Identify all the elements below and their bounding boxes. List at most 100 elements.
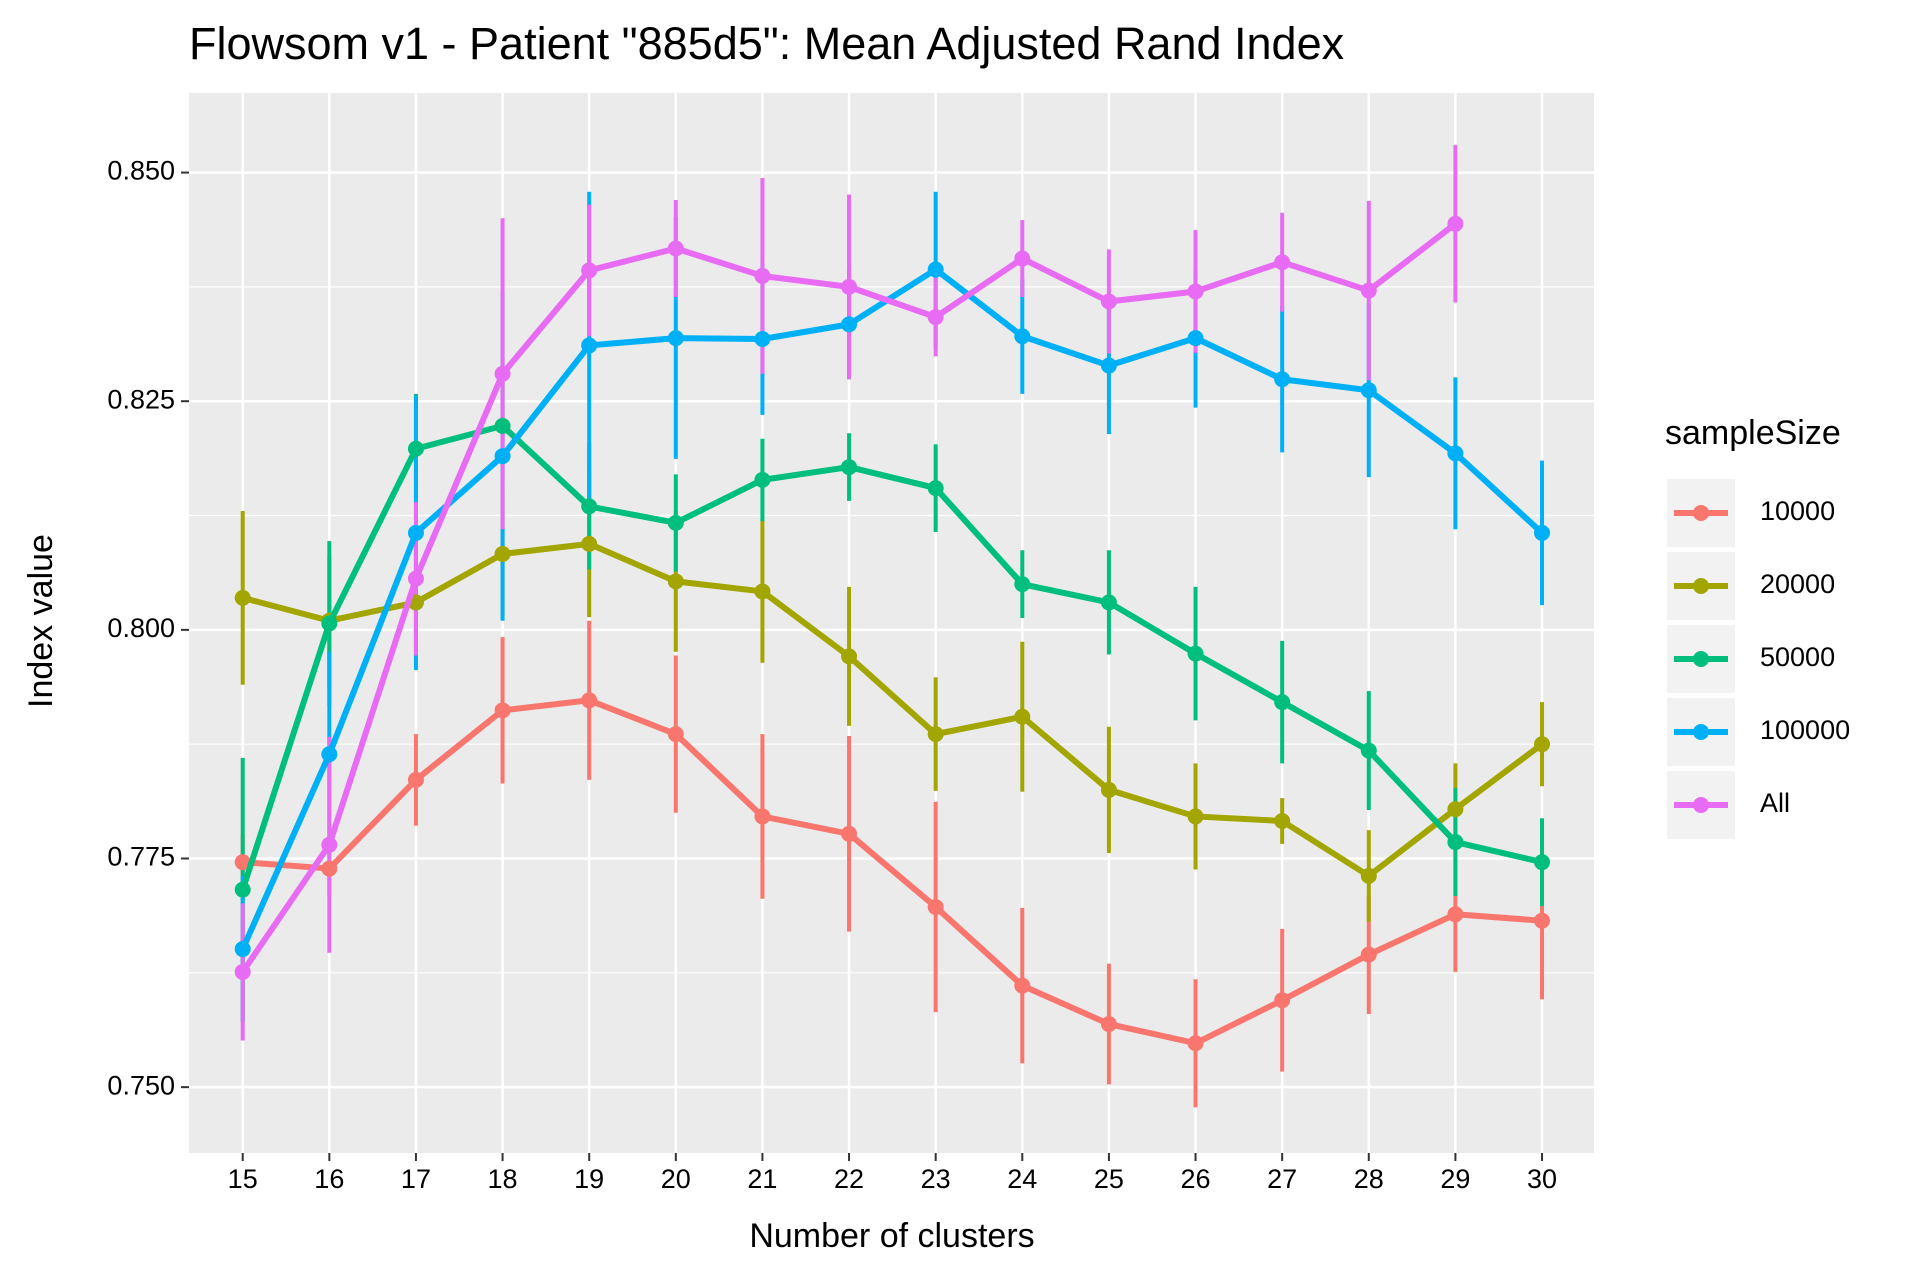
- data-point: [1100, 781, 1117, 798]
- data-point: [1100, 357, 1117, 374]
- series-line: [239, 266, 1545, 951]
- data-point: [754, 267, 771, 284]
- data-point: [407, 570, 424, 587]
- x-tick-label: 23: [921, 1164, 951, 1194]
- x-tick-label: 28: [1354, 1164, 1384, 1194]
- data-point: [494, 417, 511, 434]
- x-tick-label: 17: [401, 1164, 431, 1194]
- data-point: [1014, 250, 1031, 267]
- data-point: [1274, 254, 1291, 271]
- data-point: [1274, 694, 1291, 711]
- legend-title: sampleSize: [1665, 414, 1841, 452]
- data-point: [1534, 854, 1551, 871]
- x-tick-label: 26: [1181, 1164, 1211, 1194]
- data-point: [1360, 742, 1377, 759]
- data-point: [667, 726, 684, 743]
- data-point: [1100, 594, 1117, 611]
- legend-label: 50000: [1760, 642, 1835, 672]
- data-point: [754, 583, 771, 600]
- series-line: [242, 697, 1543, 1047]
- data-point: [1274, 992, 1291, 1009]
- legend-label: 20000: [1760, 569, 1835, 599]
- data-point: [754, 808, 771, 825]
- data-point: [1534, 524, 1551, 541]
- data-point: [1100, 293, 1117, 310]
- legend-swatch-point: [1693, 505, 1709, 521]
- y-tick-label: 0.850: [107, 156, 175, 186]
- data-point: [841, 459, 858, 476]
- data-point: [321, 860, 338, 877]
- data-point: [1360, 946, 1377, 963]
- data-point: [494, 365, 511, 382]
- data-point: [234, 963, 251, 980]
- data-point: [1187, 808, 1204, 825]
- data-point: [1014, 576, 1031, 593]
- data-point: [667, 514, 684, 531]
- data-point: [1014, 977, 1031, 994]
- data-point: [1534, 912, 1551, 929]
- data-point: [1447, 445, 1464, 462]
- legend-swatch-point: [1693, 578, 1709, 594]
- data-point: [667, 573, 684, 590]
- chart-title: Flowsom v1 - Patient "885d5": Mean Adjus…: [189, 18, 1345, 69]
- y-tick-label: 0.825: [107, 384, 175, 414]
- data-point: [494, 702, 511, 719]
- x-axis-label: Number of clusters: [749, 1217, 1034, 1255]
- data-point: [407, 771, 424, 788]
- legend-label: All: [1760, 788, 1790, 818]
- data-point: [841, 278, 858, 295]
- legend-swatch-point: [1693, 651, 1709, 667]
- legend-swatch-point: [1693, 797, 1709, 813]
- data-point: [494, 545, 511, 562]
- data-point: [927, 261, 944, 278]
- data-point: [581, 498, 598, 515]
- data-point: [841, 648, 858, 665]
- data-point: [321, 836, 338, 853]
- data-point: [1014, 708, 1031, 725]
- data-point: [1014, 328, 1031, 345]
- plot-panel: [189, 93, 1594, 1153]
- x-tick-label: 29: [1440, 1164, 1470, 1194]
- data-point: [234, 881, 251, 898]
- series-line: [239, 422, 1543, 891]
- data-point: [407, 524, 424, 541]
- x-tick-label: 25: [1094, 1164, 1124, 1194]
- data-point: [1360, 867, 1377, 884]
- data-point: [927, 898, 944, 915]
- legend-swatch-point: [1693, 724, 1709, 740]
- data-point: [1360, 382, 1377, 399]
- x-tick-label: 20: [661, 1164, 691, 1194]
- data-point: [321, 746, 338, 763]
- data-point: [1187, 330, 1204, 347]
- data-point: [1360, 282, 1377, 299]
- data-point: [1447, 801, 1464, 818]
- legend-label: 10000: [1760, 496, 1835, 526]
- y-tick-label: 0.800: [107, 613, 175, 643]
- data-point: [1447, 906, 1464, 923]
- x-tick-label: 22: [834, 1164, 864, 1194]
- data-point: [494, 448, 511, 465]
- data-point: [1274, 371, 1291, 388]
- x-tick-label: 21: [747, 1164, 777, 1194]
- data-point: [234, 589, 251, 606]
- x-tick-label: 18: [488, 1164, 518, 1194]
- data-point: [667, 240, 684, 257]
- x-tick-label: 27: [1267, 1164, 1297, 1194]
- data-point: [581, 337, 598, 354]
- data-point: [927, 309, 944, 326]
- data-point: [841, 825, 858, 842]
- data-point: [927, 726, 944, 743]
- legend-label: 100000: [1760, 715, 1850, 745]
- data-point: [927, 480, 944, 497]
- data-point: [581, 692, 598, 709]
- data-point: [581, 535, 598, 552]
- data-point: [1534, 736, 1551, 753]
- x-tick-label: 24: [1007, 1164, 1037, 1194]
- data-point: [754, 331, 771, 348]
- data-point: [1274, 813, 1291, 830]
- data-point: [1447, 834, 1464, 851]
- y-axis-label: Index value: [22, 534, 60, 708]
- data-point: [1447, 215, 1464, 232]
- x-tick-label: 15: [228, 1164, 258, 1194]
